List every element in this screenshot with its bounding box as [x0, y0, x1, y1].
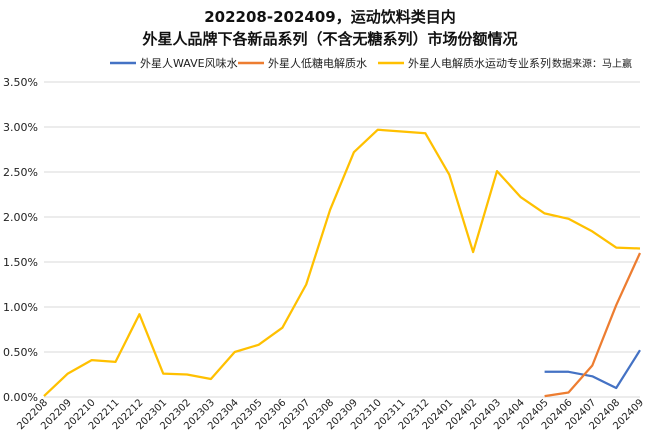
y-tick-label: 3.00% — [3, 121, 38, 134]
gridlines — [44, 81, 640, 398]
chart-title: 202208-202409，运动饮料类目内 — [204, 8, 455, 26]
series-line-1 — [544, 252, 642, 398]
legend-label-wave: 外星人WAVE风味水 — [140, 57, 238, 70]
chart-subtitle: 外星人品牌下各新品系列（不含无糖系列）市场份额情况 — [141, 30, 517, 48]
series-line-2 — [43, 128, 641, 397]
y-tick-label: 0.00% — [3, 391, 38, 404]
y-tick-label: 2.00% — [3, 211, 38, 224]
y-tick-label: 0.50% — [3, 346, 38, 359]
y-tick-label: 3.50% — [3, 76, 38, 89]
legend-label-pro-series: 外星人电解质水运动专业系列 — [408, 56, 551, 70]
y-tick-label: 1.50% — [3, 256, 38, 269]
y-tick-label: 1.00% — [3, 301, 38, 314]
series-lines — [43, 128, 642, 398]
source-note: 数据来源：马上赢 — [552, 57, 632, 70]
legend-label-low-sugar: 外星人低糖电解质水 — [268, 56, 367, 70]
series-line-0 — [544, 349, 641, 390]
legend: 外星人WAVE风味水 外星人低糖电解质水 外星人电解质水运动专业系列 — [110, 56, 551, 70]
y-tick-label: 2.50% — [3, 166, 38, 179]
x-axis-ticks: 2022082022092022102022112022122023012023… — [15, 397, 646, 432]
y-axis-ticks: 0.00% 0.50% 1.00% 1.50% 2.00% 2.50% 3.00% 3.50% — [3, 76, 38, 404]
